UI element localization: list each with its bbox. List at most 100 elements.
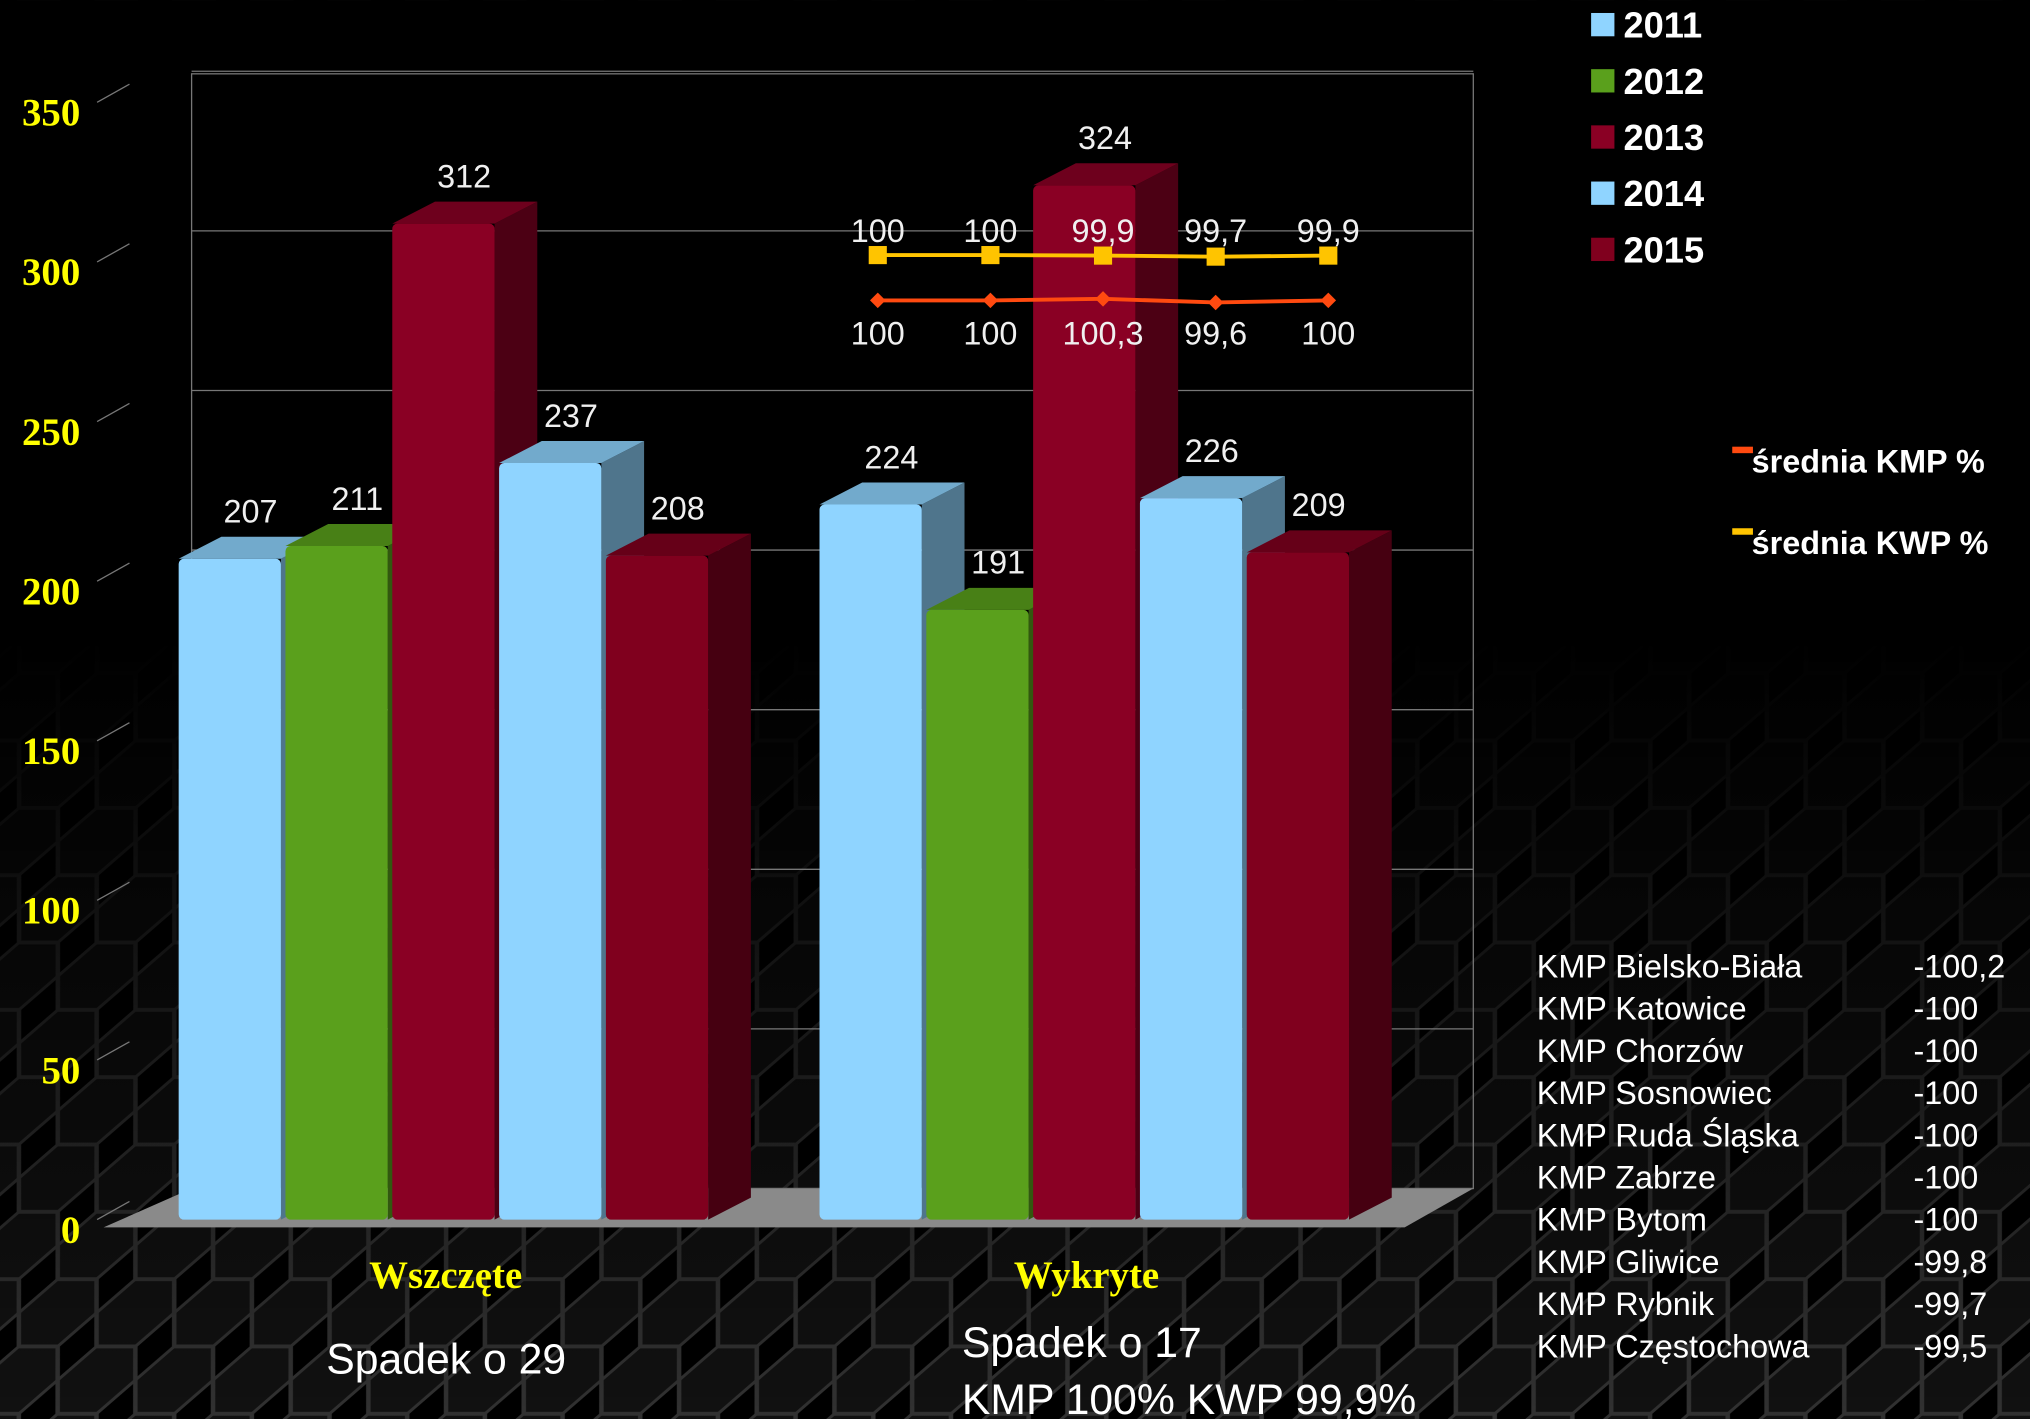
bar-top [819, 482, 965, 505]
bar [499, 463, 602, 1220]
tick-mark [96, 83, 130, 103]
bar [1033, 185, 1136, 1220]
bar [1246, 552, 1350, 1220]
annotation: KMP 100% KWP 99,9% [962, 1376, 1416, 1419]
table-cell: -100 [1913, 1202, 1978, 1238]
table-cell: -100 [1913, 1033, 1978, 1069]
tick-mark [96, 1041, 130, 1061]
bar [926, 609, 1029, 1220]
legend-label: 2015 [1623, 229, 1704, 270]
table-cell: KMP Chorzów [1537, 1033, 1744, 1069]
table-cell: -99,5 [1913, 1328, 1987, 1364]
value-label: 226 [1185, 433, 1239, 469]
annotation: Spadek o 17 [962, 1319, 1202, 1367]
tick-mark [96, 722, 130, 742]
bar [819, 504, 922, 1220]
x-tick-label: Wszczęte [369, 1254, 522, 1297]
table-cell: KMP Bielsko-Biała [1537, 948, 1803, 984]
y-tick-label: 50 [41, 1049, 80, 1092]
table-cell: -100 [1913, 991, 1978, 1027]
legend-label: 2011 [1623, 5, 1702, 46]
bar-top [499, 441, 645, 464]
bar [392, 223, 495, 1220]
table-cell: -100,2 [1913, 948, 2005, 984]
value-label: 237 [544, 398, 598, 434]
y-tick-label: 250 [22, 411, 80, 454]
bar-side [708, 533, 751, 1220]
legend-swatch [1591, 181, 1615, 205]
line-value-label: 100 [963, 315, 1017, 351]
legend-swatch [1591, 237, 1615, 262]
line-value-label: 99,9 [1297, 213, 1360, 249]
y-tick-label: 300 [22, 251, 80, 294]
value-label: 191 [971, 545, 1025, 581]
value-label: 207 [224, 494, 278, 530]
line-marker [1319, 246, 1338, 265]
tick-mark [96, 562, 130, 582]
table-cell: -99,7 [1913, 1286, 1987, 1322]
table-cell: -100 [1913, 1160, 1978, 1196]
line-value-label: 99,7 [1184, 213, 1247, 249]
table-cell: KMP Rybnik [1537, 1286, 1715, 1322]
legend-label: 2012 [1623, 61, 1704, 102]
tick-mark [96, 1200, 130, 1221]
table-cell: -100 [1913, 1117, 1978, 1153]
bar [285, 546, 388, 1220]
line-marker [981, 246, 1000, 265]
legend-swatch [1591, 69, 1615, 93]
line-value-label: 100 [851, 315, 905, 351]
bar-top [392, 201, 538, 224]
line-marker [1206, 247, 1225, 266]
value-label: 324 [1078, 120, 1132, 156]
table-cell: KMP Bytom [1537, 1202, 1707, 1238]
y-tick-label: 200 [22, 570, 80, 613]
value-label: 209 [1292, 487, 1346, 523]
table-cell: KMP Katowice [1537, 991, 1747, 1027]
bar-side [1349, 530, 1392, 1220]
bar [178, 558, 281, 1220]
tick-mark [96, 881, 130, 901]
annotation: Spadek o 29 [326, 1336, 566, 1384]
table-cell: KMP Zabrze [1537, 1160, 1716, 1196]
legend-label: 2013 [1623, 117, 1704, 158]
legend-swatch [1732, 446, 1753, 454]
line-marker [1093, 246, 1113, 265]
table-cell: -99,8 [1913, 1244, 1987, 1280]
table-cell: KMP Ruda Śląska [1537, 1115, 1799, 1153]
bar-top [1033, 163, 1179, 186]
tick-mark [96, 243, 130, 263]
table-cell: KMP Gliwice [1537, 1244, 1720, 1280]
line-value-label: 100,3 [1063, 315, 1144, 351]
value-label: 224 [864, 439, 918, 475]
bar-top [1246, 530, 1392, 553]
line-value-label: 100 [963, 213, 1017, 249]
line-marker [868, 246, 887, 265]
bar [605, 555, 709, 1220]
line-value-label: 100 [1301, 315, 1355, 351]
legend-label: 2014 [1623, 173, 1704, 214]
value-label: 211 [332, 481, 384, 517]
value-label: 208 [651, 490, 705, 526]
tick-mark [96, 402, 130, 423]
legend-swatch [1591, 12, 1615, 37]
table-cell: KMP Częstochowa [1537, 1328, 1810, 1364]
bar-top [605, 533, 751, 556]
y-tick-label: 0 [61, 1209, 80, 1252]
y-tick-label: 100 [22, 890, 80, 933]
y-tick-label: 350 [22, 92, 80, 135]
legend-swatch [1591, 125, 1615, 149]
value-label: 312 [437, 158, 491, 194]
legend-swatch [1732, 528, 1753, 535]
legend-label: średnia KWP % [1752, 525, 1989, 561]
x-tick-label: Wykryte [1014, 1254, 1159, 1297]
line-value-label: 99,9 [1072, 213, 1135, 249]
line-value-label: 99,6 [1184, 315, 1247, 351]
table-cell: KMP Sosnowiec [1537, 1075, 1772, 1111]
legend-label: średnia KMP % [1752, 444, 1985, 480]
bar [1139, 498, 1243, 1220]
bar-top [1139, 476, 1285, 499]
y-tick-label: 150 [22, 730, 80, 773]
table-cell: -100 [1913, 1075, 1978, 1111]
